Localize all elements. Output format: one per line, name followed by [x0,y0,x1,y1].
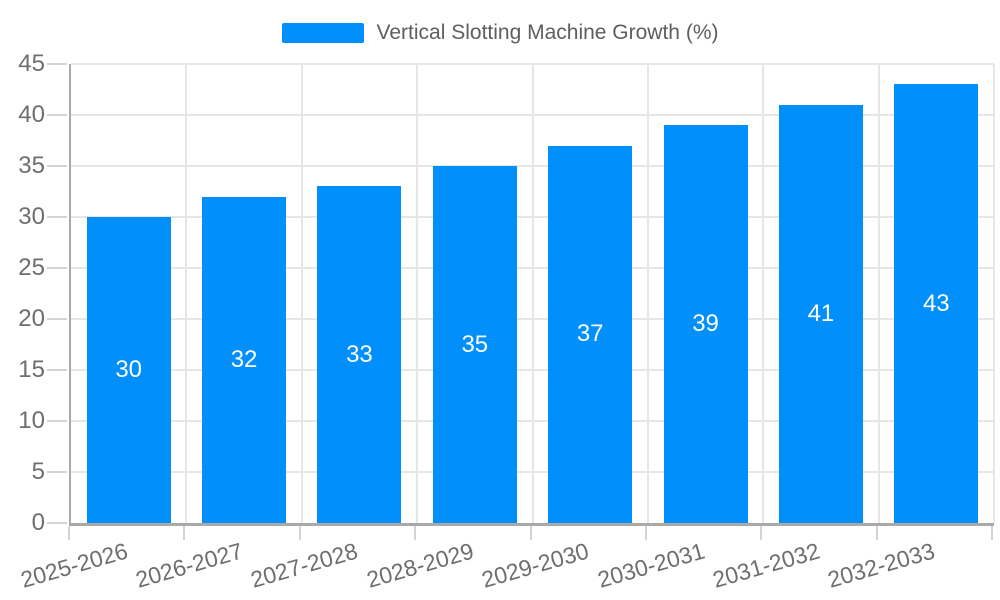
y-tick [47,165,67,167]
bar-value-label: 30 [115,356,143,383]
y-axis-label: 45 [18,50,45,77]
x-gridline [762,64,765,523]
x-gridline [877,64,880,523]
y-tick [47,369,67,371]
y-tick [47,420,67,422]
x-axis-label: 2031-2032 [709,537,823,593]
x-tick [875,526,878,540]
y-axis-label: 0 [31,509,45,536]
x-gridline [300,64,303,523]
bar[interactable] [202,196,287,523]
bar[interactable] [778,104,863,523]
bar-value-label: 37 [576,320,604,348]
bar-value-label: 32 [230,345,258,373]
bar[interactable] [317,186,402,523]
y-axis-label: 20 [18,305,45,332]
plot-area: 30 32 33 35 37 39 41 43 [69,63,995,526]
x-tick [760,526,763,540]
x-gridline [993,64,995,523]
x-gridline [416,64,419,523]
x-tick [68,526,70,540]
y-axis-label: 25 [18,254,45,281]
y-tick [47,471,67,473]
y-tick [47,318,67,320]
x-gridline [646,64,649,523]
x-tick [991,526,993,540]
bar-value-label: 43 [922,289,950,317]
x-tick [644,526,647,540]
x-tick [414,526,417,540]
y-tick [47,216,67,218]
x-axis-label: 2028-2029 [363,537,477,593]
x-axis-label: 2029-2030 [478,537,592,593]
legend-label: Vertical Slotting Machine Growth (%) [376,21,719,44]
x-axis-label: 2030-2031 [594,537,708,593]
y-axis-label: 5 [31,458,45,485]
bar[interactable] [663,125,748,523]
bar[interactable] [894,84,979,523]
y-tick [47,63,67,65]
bar-value-label: 39 [692,310,719,338]
y-tick [47,267,67,269]
x-tick [183,526,186,540]
y-tick [47,522,67,524]
legend-swatch [281,23,364,43]
bar[interactable] [432,166,517,523]
bar-value-label: 41 [807,299,835,327]
bar-value-label: 33 [346,340,373,368]
x-axis-label: 2027-2028 [248,537,362,593]
x-tick [529,526,532,540]
bar[interactable] [548,145,633,523]
y-axis-label: 10 [18,407,45,434]
x-axis-label: 2025-2026 [17,537,131,593]
x-tick [298,526,301,540]
x-axis-label: 2032-2033 [824,537,938,593]
legend[interactable]: Vertical Slotting Machine Growth (%) [0,21,1000,45]
y-tick [47,114,67,116]
x-gridline [185,64,188,523]
x-gridline [531,64,534,523]
y-axis-label: 40 [18,101,45,128]
y-axis-label: 35 [18,152,45,179]
y-axis-label: 30 [18,203,45,230]
y-axis-label: 15 [18,356,45,383]
x-axis-label: 2026-2027 [132,537,246,593]
bar-value-label: 35 [461,330,489,358]
bar[interactable] [86,217,171,523]
